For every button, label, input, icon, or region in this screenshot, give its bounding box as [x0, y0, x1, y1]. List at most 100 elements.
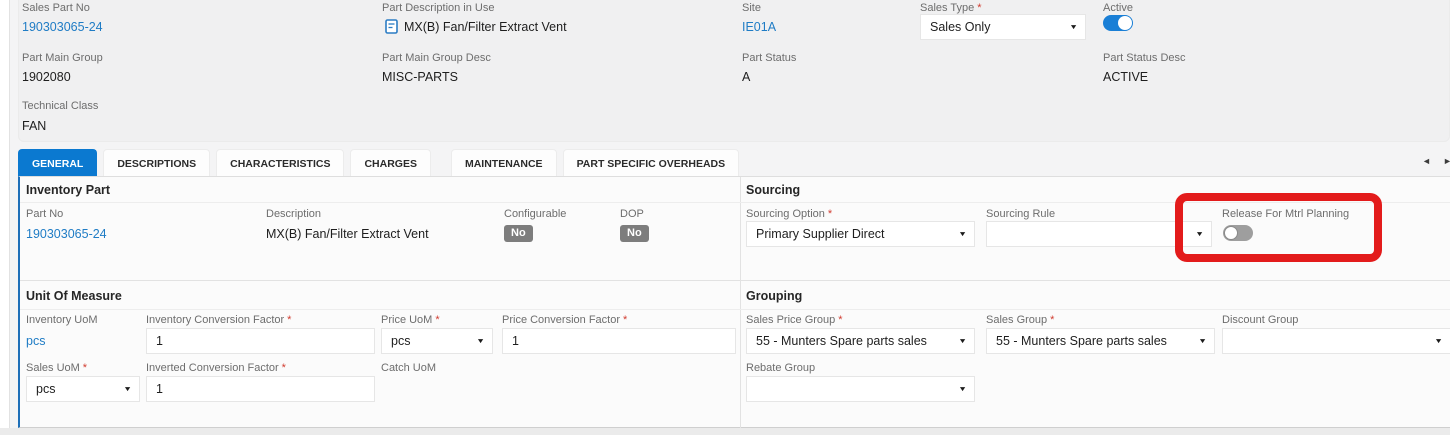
site-value[interactable]: IE01A — [742, 20, 777, 34]
price-conversion-factor-value: 1 — [512, 334, 519, 348]
required-asterisk: * — [623, 314, 628, 326]
part-no-label: Part No — [26, 208, 64, 220]
release-for-mtrl-planning-label: Release For Mtrl Planning — [1222, 208, 1350, 220]
dop-label: DOP — [620, 208, 644, 220]
sales-type-label: Sales Type * — [920, 2, 982, 14]
required-asterisk: * — [977, 2, 982, 14]
tab-bar: GENERAL DESCRIPTIONS CHARACTERISTICS CHA… — [18, 148, 745, 177]
tab-maintenance[interactable]: MAINTENANCE — [450, 149, 557, 177]
part-description-in-use-label: Part Description in Use — [382, 2, 495, 14]
tab-characteristics[interactable]: CHARACTERISTICS — [216, 149, 345, 177]
sales-group-label: Sales Group * — [986, 314, 1055, 326]
price-uom-label: Price UoM * — [381, 314, 440, 326]
part-status-desc-value: ACTIVE — [1103, 70, 1149, 84]
grouping-section-title: Grouping — [746, 289, 803, 303]
price-uom-value: pcs — [391, 334, 411, 348]
price-conversion-factor-input[interactable]: 1 — [502, 328, 736, 354]
part-main-group-value: 1902080 — [22, 70, 71, 84]
sales-type-value: Sales Only — [930, 20, 991, 34]
rebate-group-select[interactable]: ▼ — [746, 376, 975, 402]
tab-scroll-right-icon[interactable]: ► — [1443, 156, 1450, 166]
required-asterisk: * — [827, 208, 833, 220]
active-toggle[interactable] — [1103, 15, 1133, 31]
description-label: Description — [266, 208, 322, 220]
inverted-conversion-factor-label: Inverted Conversion Factor * — [146, 362, 286, 374]
inverted-conversion-factor-value: 1 — [156, 382, 163, 396]
sourcing-option-select[interactable]: Primary Supplier Direct ▼ — [746, 221, 975, 247]
section-divider-middle — [20, 280, 1450, 281]
required-asterisk: * — [82, 362, 88, 374]
sales-group-select[interactable]: 55 - Munters Spare parts sales ▼ — [986, 328, 1215, 354]
sales-price-group-value: 55 - Munters Spare parts sales — [756, 334, 927, 348]
sourcing-rule-select[interactable]: ▼ — [986, 221, 1212, 247]
tab-scroll-left-icon[interactable]: ◄ — [1422, 156, 1431, 166]
chevron-down-icon: ▼ — [1195, 229, 1204, 238]
discount-group-label: Discount Group — [1222, 314, 1299, 326]
sales-type-select[interactable]: Sales Only ▼ — [920, 14, 1086, 40]
part-main-group-desc-label: Part Main Group Desc — [382, 52, 491, 64]
inventory-conversion-factor-label: Inventory Conversion Factor * — [146, 314, 292, 326]
left-edge-rail — [0, 0, 10, 435]
active-label: Active — [1103, 2, 1133, 14]
tab-descriptions[interactable]: DESCRIPTIONS — [103, 149, 211, 177]
configurable-badge: No — [504, 225, 533, 242]
header-summary-card — [18, 0, 1450, 142]
toggle-knob — [1118, 16, 1132, 30]
section-header-divider-bottom — [20, 309, 1450, 310]
sales-uom-label: Sales UoM * — [26, 362, 88, 374]
description-value: MX(B) Fan/Filter Extract Vent — [266, 227, 429, 241]
site-label: Site — [742, 2, 761, 14]
general-tab-panel — [18, 176, 1450, 428]
required-asterisk: * — [838, 314, 843, 326]
chevron-down-icon: ▼ — [123, 384, 132, 393]
tab-general[interactable]: GENERAL — [18, 149, 98, 177]
technical-class-label: Technical Class — [22, 100, 99, 112]
price-uom-select[interactable]: pcs ▼ — [381, 328, 493, 354]
column-divider — [740, 177, 741, 428]
part-description-in-use-value: MX(B) Fan/Filter Extract Vent — [404, 20, 567, 34]
chevron-down-icon: ▼ — [958, 229, 967, 238]
tab-charges[interactable]: CHARGES — [350, 149, 431, 177]
part-status-label: Part Status — [742, 52, 797, 64]
sales-uom-select[interactable]: pcs ▼ — [26, 376, 140, 402]
sourcing-section-title: Sourcing — [746, 183, 801, 197]
part-main-group-desc-value: MISC-PARTS — [382, 70, 458, 84]
technical-class-value: FAN — [22, 119, 47, 133]
unit-of-measure-section-title: Unit Of Measure — [26, 289, 122, 303]
inventory-conversion-factor-input[interactable]: 1 — [146, 328, 375, 354]
inventory-part-section-title: Inventory Part — [26, 183, 111, 197]
catch-uom-label: Catch UoM — [381, 362, 437, 374]
chevron-down-icon: ▼ — [1198, 336, 1207, 345]
sourcing-rule-label: Sourcing Rule — [986, 208, 1056, 220]
bottom-page-strip — [0, 428, 1450, 435]
required-asterisk: * — [435, 314, 440, 326]
inventory-conversion-factor-value: 1 — [156, 334, 163, 348]
required-asterisk: * — [287, 314, 292, 326]
chevron-down-icon: ▼ — [958, 336, 967, 345]
part-main-group-label: Part Main Group — [22, 52, 103, 64]
inventory-uom-value[interactable]: pcs — [26, 334, 46, 348]
chevron-down-icon: ▼ — [958, 384, 967, 393]
part-no-value[interactable]: 190303065-24 — [26, 227, 107, 241]
dop-badge: No — [620, 225, 649, 242]
configurable-label: Configurable — [504, 208, 567, 220]
chevron-down-icon: ▼ — [476, 336, 485, 345]
sourcing-option-value: Primary Supplier Direct — [756, 227, 885, 241]
sales-part-no-label: Sales Part No — [22, 2, 90, 14]
tab-part-specific-overheads[interactable]: PART SPECIFIC OVERHEADS — [562, 149, 740, 177]
rebate-group-label: Rebate Group — [746, 362, 816, 374]
document-icon — [385, 19, 398, 39]
required-asterisk: * — [1050, 314, 1055, 326]
discount-group-select[interactable]: ▼ — [1222, 328, 1450, 354]
release-for-mtrl-planning-toggle[interactable] — [1223, 225, 1253, 241]
sales-price-group-select[interactable]: 55 - Munters Spare parts sales ▼ — [746, 328, 975, 354]
inverted-conversion-factor-input[interactable]: 1 — [146, 376, 375, 402]
sales-price-group-label: Sales Price Group * — [746, 314, 843, 326]
part-status-value: A — [742, 70, 751, 84]
sales-uom-value: pcs — [36, 382, 56, 396]
price-conversion-factor-label: Price Conversion Factor * — [502, 314, 628, 326]
sales-group-value: 55 - Munters Spare parts sales — [996, 334, 1167, 348]
required-asterisk: * — [281, 362, 286, 374]
sales-part-no-value[interactable]: 190303065-24 — [22, 20, 103, 34]
